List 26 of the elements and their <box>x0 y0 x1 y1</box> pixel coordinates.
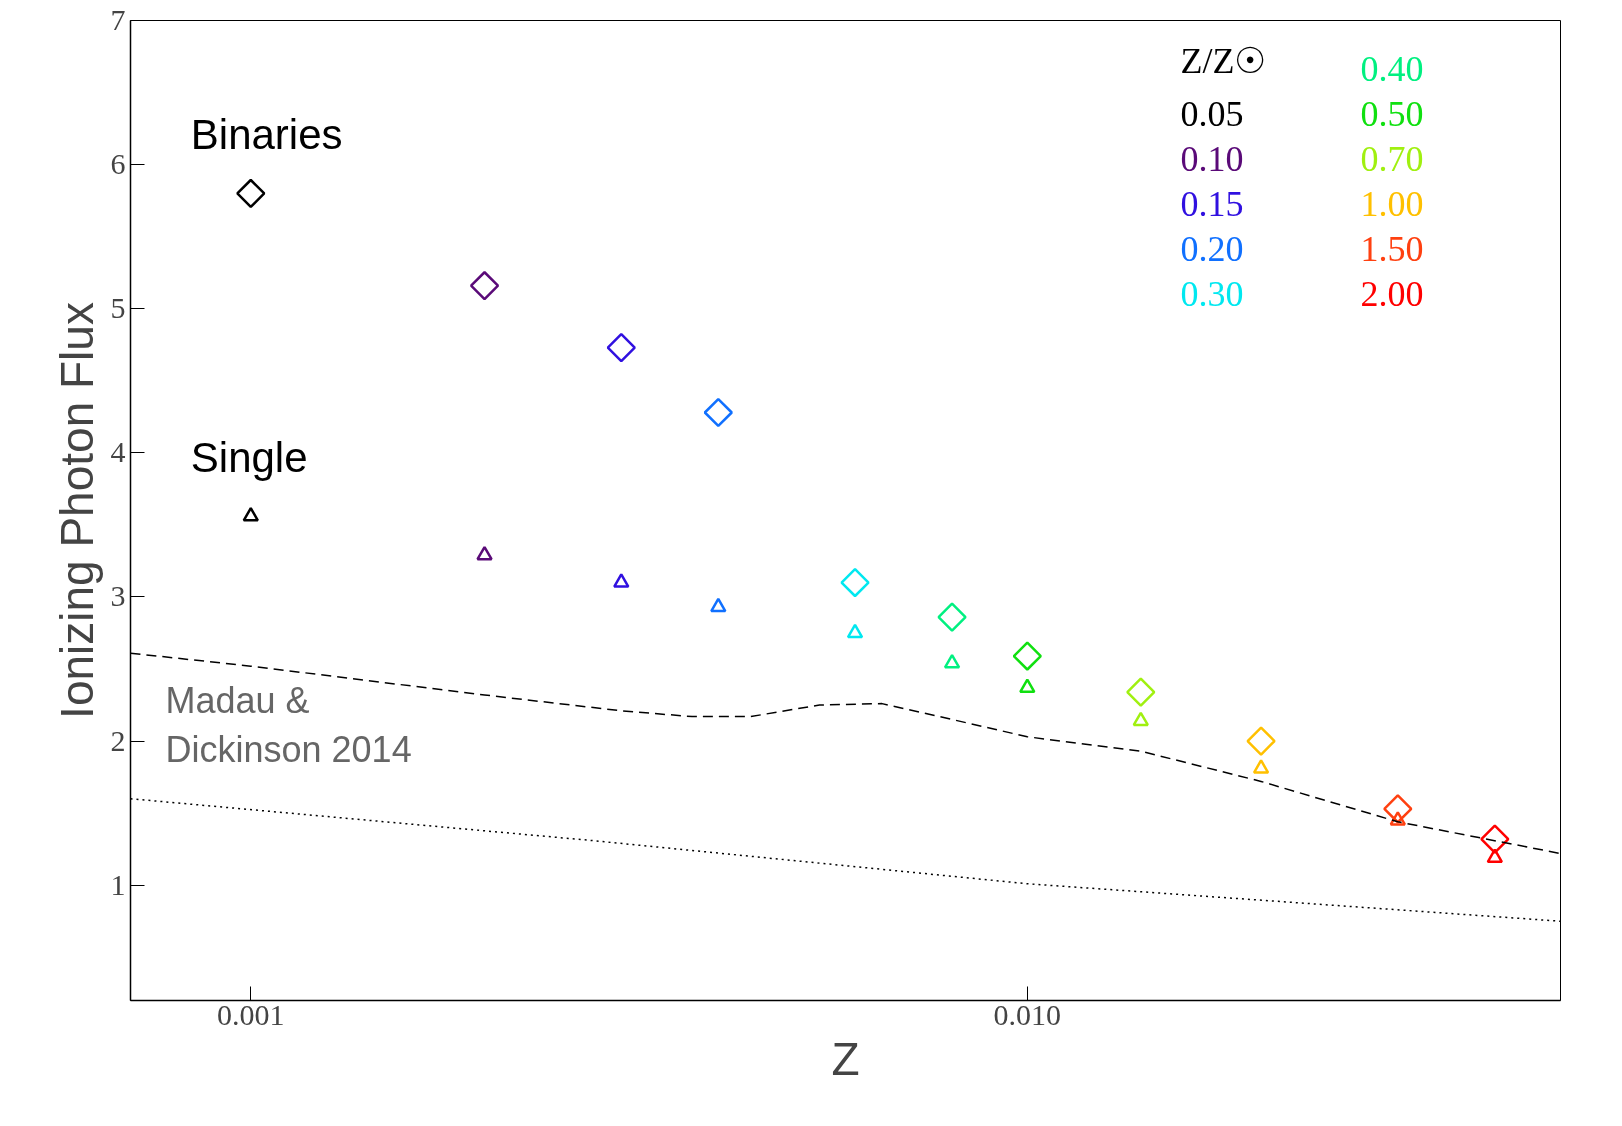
x-tick-label: 0.010 <box>993 997 1062 1031</box>
y-tick-label: 1 <box>110 867 126 901</box>
annotation: Single <box>190 434 308 482</box>
text: 0.20 <box>1180 228 1244 269</box>
x-axis-title: Z <box>831 1032 860 1085</box>
text: 0.50 <box>1360 93 1424 134</box>
x-tick-label: 0.001 <box>217 997 285 1031</box>
text: 0.40 <box>1360 48 1424 89</box>
text: 0.15 <box>1180 183 1244 224</box>
text: 0.10 <box>1180 138 1244 179</box>
y-axis-title: Ionizing Photon Flux <box>50 302 103 719</box>
annotation: Binaries <box>190 111 343 159</box>
text: 1.00 <box>1360 183 1424 224</box>
text: 1.50 <box>1360 228 1424 269</box>
y-tick-label: 2 <box>110 723 126 757</box>
text: 0.05 <box>1180 93 1244 134</box>
annotation: Madau & Dickinson 2014 <box>165 680 412 771</box>
y-tick-label: 3 <box>110 579 126 613</box>
y-tick-label: 4 <box>110 435 126 469</box>
text: 2.00 <box>1360 273 1424 314</box>
text: 0.30 <box>1180 273 1244 314</box>
y-tick-label: 5 <box>110 291 126 325</box>
legend-title: Z/Z☉ <box>1180 40 1267 81</box>
y-tick-label: 7 <box>110 3 126 36</box>
y-tick-label: 6 <box>110 147 126 181</box>
text: 0.70 <box>1360 138 1424 179</box>
